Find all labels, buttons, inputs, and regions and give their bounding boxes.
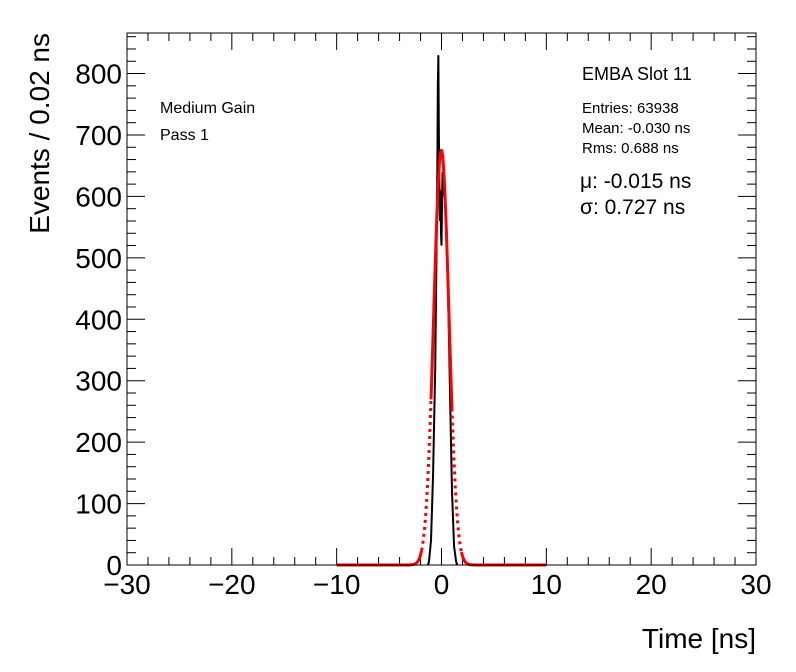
x-tick-label: −30: [103, 569, 151, 600]
x-tick-label: 30: [740, 569, 771, 600]
y-tick-label: 100: [75, 489, 122, 520]
y-tick-labels: 0 100 200 300 400 500 600 700 800: [75, 59, 122, 581]
y-tick-label: 200: [75, 427, 122, 458]
y-axis-label: Events / 0.02 ns: [24, 33, 55, 234]
y-tick-label: 300: [75, 366, 122, 397]
stat-entries: Entries: 63938: [582, 100, 679, 117]
x-tick-label: 20: [636, 569, 667, 600]
x-axis-label: Time [ns]: [642, 623, 756, 654]
x-tick-label: 0: [434, 569, 450, 600]
plot-frame: [126, 32, 757, 566]
histogram-line: [426, 55, 459, 566]
fit-tail-right: [459, 551, 547, 567]
y-tick-label: 700: [75, 120, 122, 151]
fit-dashed-right: [450, 408, 463, 553]
x-tick-labels: −30 −20 −10 0 10 20 30: [103, 569, 771, 600]
y-tick-label: 600: [75, 181, 122, 212]
stat-mean: Mean: -0.030 ns: [582, 120, 690, 137]
y-tick-label: 0: [106, 550, 122, 581]
x-tick-label: −10: [313, 569, 361, 600]
plot-title: EMBA Slot 11: [582, 64, 692, 84]
fit-sigma: σ: 0.727 ns: [580, 196, 685, 219]
annotation-gain: Medium Gain: [160, 100, 255, 117]
y-tick-label: 800: [75, 59, 122, 90]
y-tick-label: 400: [75, 304, 122, 335]
x-tick-label: 10: [531, 569, 562, 600]
fit-dashed-left: [420, 399, 433, 551]
fit-tail-left: [336, 550, 424, 567]
annotation-pass: Pass 1: [160, 127, 209, 144]
x-tick-label: −20: [208, 569, 256, 600]
stat-rms: Rms: 0.688 ns: [582, 140, 679, 157]
chart-marks: [336, 55, 547, 567]
y-tick-label: 500: [75, 243, 122, 274]
fit-mu: μ: -0.015 ns: [580, 170, 691, 193]
fit-curve: [429, 148, 454, 409]
